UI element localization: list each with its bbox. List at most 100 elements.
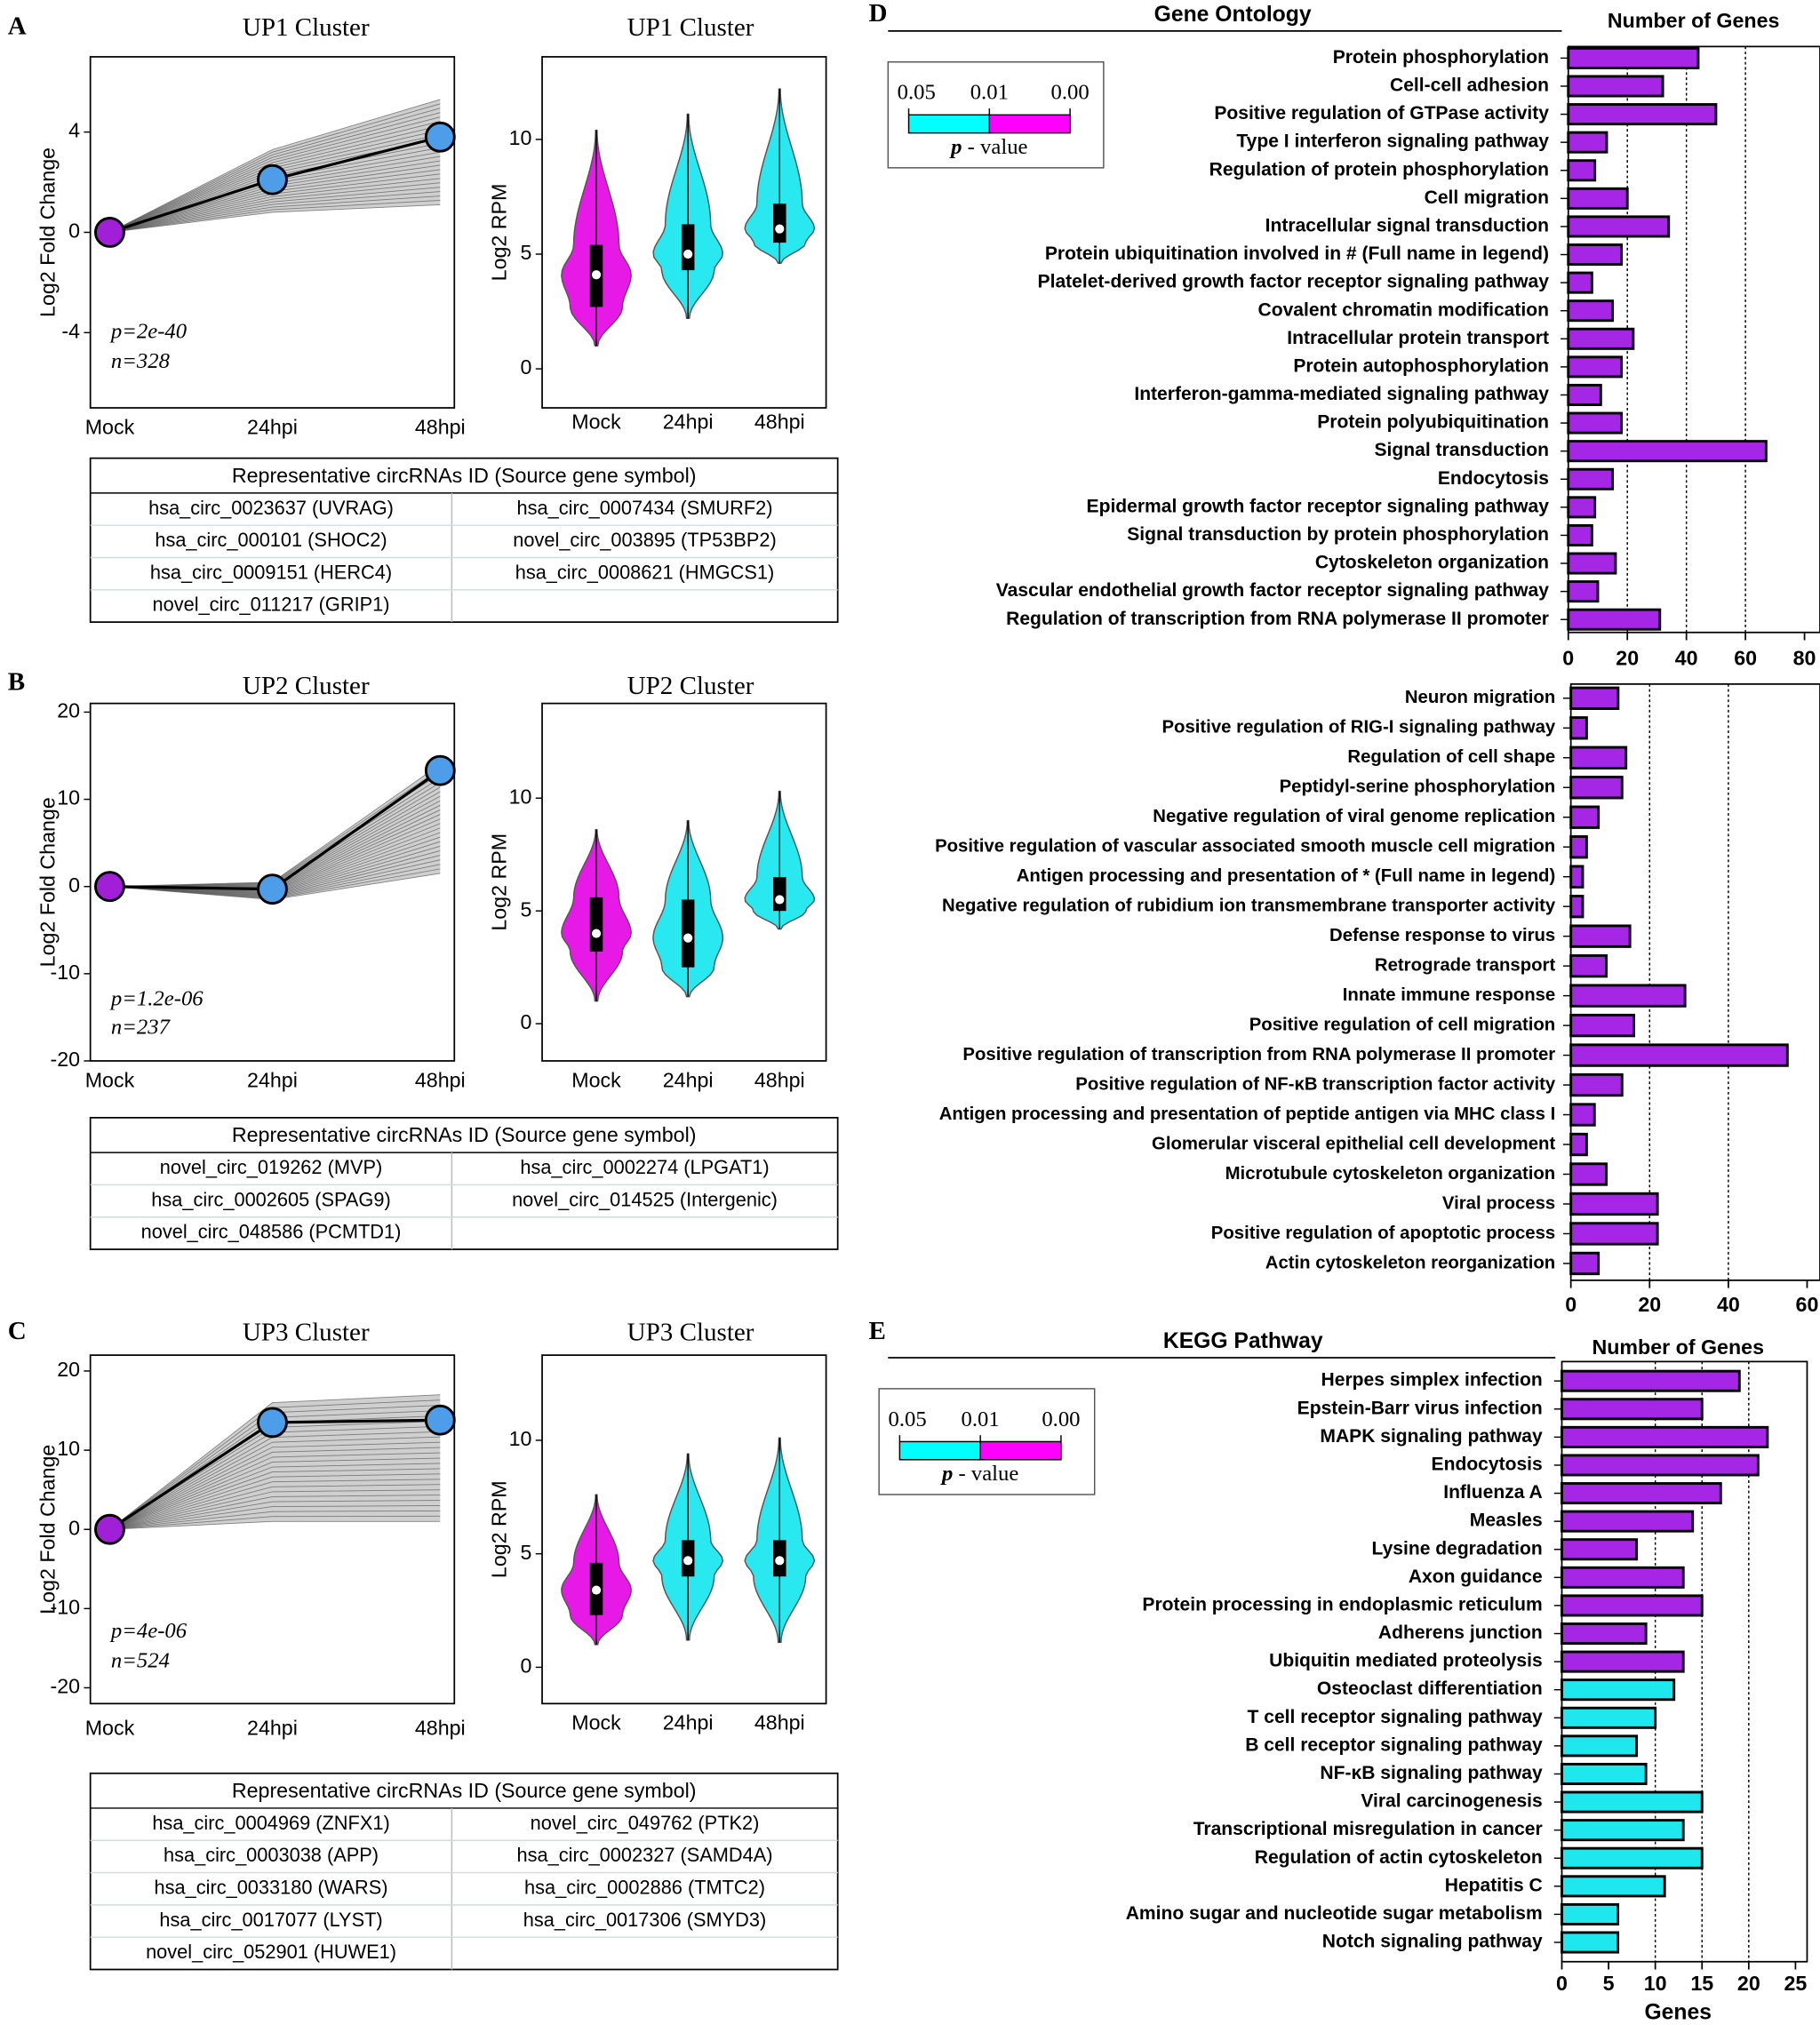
- bar: [1561, 1566, 1685, 1589]
- category-label: NF-κB signaling pathway: [1320, 1763, 1543, 1783]
- mean-point: [94, 217, 125, 248]
- plot-frame: [89, 702, 456, 1062]
- category-label: Positive regulation of apoptotic process: [1211, 1224, 1555, 1243]
- median: [683, 1556, 693, 1566]
- category-label: Cell migration: [1425, 187, 1549, 208]
- plot-frame: [541, 56, 827, 409]
- y-tick-label: 5: [521, 1541, 532, 1564]
- member-line: [109, 1436, 441, 1530]
- bar: [1567, 131, 1608, 154]
- bar: [1569, 1013, 1636, 1038]
- category-label: Protein phosphorylation: [1333, 47, 1549, 68]
- x-tick-label: 15: [1690, 1972, 1713, 1995]
- bar: [1567, 299, 1615, 323]
- category-label: Microtubule cytoskeleton organization: [1225, 1164, 1556, 1184]
- bar: [1569, 1192, 1659, 1216]
- y-tick-label: 0: [68, 219, 80, 243]
- category-label: Neuron migration: [1405, 688, 1555, 707]
- annotation: n=328: [111, 349, 171, 373]
- y-axis-label: Log2 RPM: [488, 833, 511, 931]
- legend-title: p - value: [940, 1462, 1018, 1486]
- category-label: Negative regulation of viral genome repl…: [1153, 807, 1555, 826]
- iqr-box: [681, 224, 695, 271]
- annotation: n=237: [111, 1015, 172, 1039]
- bar: [1569, 1222, 1659, 1246]
- bar: [1561, 1650, 1685, 1673]
- chart-title: UP2 Cluster: [627, 672, 754, 700]
- table-cell: novel_circ_019262 (MVP): [160, 1156, 382, 1178]
- bar: [1569, 953, 1608, 978]
- colorbar-low: [898, 1440, 981, 1461]
- x-axis-label-top: Number of Genes: [1592, 1335, 1764, 1359]
- category-label: Positive regulation of RIG-I signaling p…: [1161, 718, 1555, 737]
- bar: [1569, 1251, 1600, 1276]
- table-cell: novel_circ_052901 (HUWE1): [146, 1941, 396, 1963]
- category-label: Endocytosis: [1438, 468, 1549, 489]
- category-label: Protein ubiquitination involved in # (Fu…: [1045, 243, 1549, 264]
- member-line: [109, 200, 441, 233]
- member-line: [109, 203, 441, 233]
- category-label: Epidermal growth factor receptor signali…: [1087, 496, 1550, 516]
- bar: [1569, 1043, 1789, 1067]
- bar: [1561, 1931, 1620, 1954]
- category-label: Vascular endothelial growth factor recep…: [996, 580, 1549, 601]
- mean-point: [257, 873, 288, 905]
- bar: [1569, 984, 1687, 1008]
- table-cell: hsa_circ_0017306 (SMYD3): [523, 1909, 766, 1931]
- bar: [1561, 1398, 1704, 1421]
- colorbar-label: 0.01: [962, 1407, 1000, 1431]
- x-tick-label: 60: [1734, 646, 1757, 669]
- member-line: [109, 1468, 441, 1530]
- category-label: Measles: [1470, 1511, 1543, 1531]
- category-label: Transcriptional misregulation in cancer: [1193, 1819, 1543, 1839]
- member-line: [109, 1510, 441, 1530]
- member-line: [109, 1495, 441, 1530]
- member-line: [109, 1447, 441, 1530]
- bar: [1567, 159, 1597, 182]
- category-label: T cell receptor signaling pathway: [1248, 1707, 1543, 1727]
- member-line: [109, 1479, 441, 1530]
- category-label: Positive regulation of vascular associat…: [935, 837, 1555, 857]
- y-tick-label: -4: [61, 319, 80, 342]
- table-cell: hsa_circ_0023637 (UVRAG): [148, 497, 394, 519]
- annotation: n=524: [111, 1648, 170, 1672]
- member-line: [109, 1515, 441, 1530]
- bar: [1567, 243, 1624, 267]
- x-tick-label: Mock: [85, 1068, 135, 1091]
- member-line: [109, 103, 441, 233]
- table-cell: hsa_circ_0004969 (ZNFX1): [152, 1812, 389, 1834]
- category-label: Protein polyubiquitination: [1317, 412, 1549, 433]
- category-label: Covalent chromatin modification: [1258, 299, 1549, 320]
- y-axis-label: Log2 RPM: [488, 184, 511, 282]
- median: [591, 1585, 602, 1595]
- category-label: Intracellular protein transport: [1287, 328, 1549, 348]
- y-tick-label: 10: [509, 126, 532, 149]
- x-tick-label: 48hpi: [415, 1716, 466, 1739]
- x-tick-label: 48hpi: [415, 1068, 466, 1091]
- member-line: [109, 1473, 441, 1530]
- x-tick-label: 0: [1562, 646, 1574, 669]
- median: [775, 1556, 785, 1566]
- mean-point: [257, 1407, 288, 1439]
- table-header: Representative circRNAs ID (Source gene …: [232, 1779, 697, 1802]
- panel-label: D: [869, 0, 888, 28]
- member-line: [109, 1441, 441, 1530]
- member-line: [109, 1394, 441, 1530]
- colorbar-high: [988, 114, 1071, 134]
- category-label: Defense response to virus: [1329, 926, 1555, 945]
- table-cell: hsa_circ_0002886 (TMTC2): [524, 1876, 765, 1898]
- x-tick-label: 80: [1793, 646, 1816, 669]
- x-tick-label: 0: [1565, 1293, 1577, 1316]
- median: [683, 249, 693, 259]
- median: [591, 270, 602, 280]
- panel-label: E: [869, 1317, 886, 1345]
- category-label: Influenza A: [1443, 1482, 1542, 1503]
- member-line: [109, 1484, 441, 1530]
- chart-title: UP2 Cluster: [243, 672, 370, 700]
- bar: [1569, 745, 1628, 769]
- member-line: [109, 187, 441, 233]
- bar: [1569, 1132, 1588, 1157]
- category-label: Lysine degradation: [1372, 1538, 1543, 1559]
- y-tick-label: 10: [509, 785, 532, 808]
